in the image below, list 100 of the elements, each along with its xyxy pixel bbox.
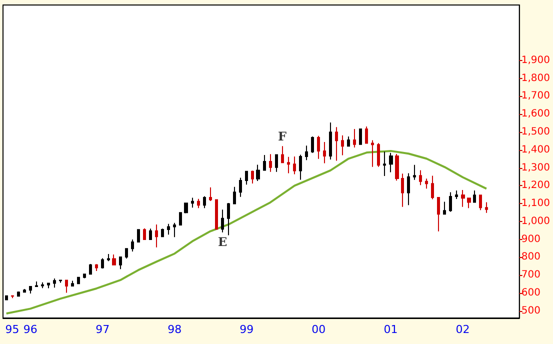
candlestick xyxy=(389,152,393,173)
y-tick-label: 1,300 xyxy=(521,162,550,174)
candlestick xyxy=(263,154,266,172)
y-tick-label: 1,500 xyxy=(521,126,550,138)
candlestick xyxy=(209,186,212,202)
candlestick xyxy=(173,222,176,238)
x-tick-label: 96 xyxy=(23,323,38,336)
candlestick xyxy=(221,209,224,233)
candlestick xyxy=(323,142,326,164)
candlestick xyxy=(203,196,206,209)
annotation: F xyxy=(278,130,288,144)
candlestick xyxy=(233,186,236,205)
candlestick xyxy=(431,175,434,200)
x-tick-label: 00 xyxy=(312,323,326,336)
y-tick-label: 700 xyxy=(521,270,540,281)
candlestick xyxy=(215,199,218,230)
candlestick xyxy=(256,164,260,182)
candlestick xyxy=(197,198,200,209)
candlestick xyxy=(413,164,416,180)
candlestick xyxy=(377,142,380,168)
candlestick xyxy=(245,170,248,186)
candlestick xyxy=(287,156,290,174)
candlestick xyxy=(419,170,422,186)
candlestick xyxy=(293,156,296,175)
candlestick xyxy=(83,273,86,279)
candlestick xyxy=(35,281,38,288)
candlestick xyxy=(95,264,98,272)
y-tick-label: 1,100 xyxy=(521,198,550,210)
candlestick xyxy=(77,276,80,285)
candlestick xyxy=(353,128,356,148)
y-tick-label: 900 xyxy=(521,234,540,245)
candlestick xyxy=(461,189,465,208)
candlestick xyxy=(341,134,344,156)
candlestick xyxy=(305,145,308,161)
x-tick-label: 98 xyxy=(168,323,182,336)
y-tick-label: 1,800 xyxy=(521,72,550,84)
candlestick xyxy=(425,178,428,190)
candlestick xyxy=(59,279,62,284)
candlestick xyxy=(119,256,122,270)
candlestick xyxy=(161,228,164,238)
candlestick xyxy=(383,151,386,176)
candlestick xyxy=(227,202,230,236)
y-tick-label: 1,700 xyxy=(521,90,550,102)
candlestick xyxy=(251,170,254,184)
candlestick xyxy=(401,173,404,208)
candlestick xyxy=(371,140,374,168)
candlestick xyxy=(299,154,302,180)
candlestick xyxy=(275,154,278,172)
y-tick-label: 1,600 xyxy=(521,108,550,120)
y-tick-label: 1,900 xyxy=(521,54,550,66)
candlestick xyxy=(112,254,116,266)
y-tick-label: 500 xyxy=(521,305,540,316)
x-tick-label: 99 xyxy=(240,323,254,336)
candlestick xyxy=(395,153,399,182)
candlestick xyxy=(131,238,134,252)
candlestick xyxy=(41,282,44,289)
candlestick xyxy=(335,126,338,162)
candlestick xyxy=(71,280,74,287)
candlestick xyxy=(359,128,362,145)
candlestick xyxy=(473,190,476,203)
candlestick xyxy=(29,286,32,294)
x-tick-label: 01 xyxy=(384,323,398,336)
x-tick-label: 95 xyxy=(5,323,20,336)
candlestick xyxy=(485,202,488,214)
y-tick-label: 600 xyxy=(521,287,540,298)
candlestick xyxy=(125,248,128,259)
candlestick xyxy=(149,228,152,241)
candlestick xyxy=(191,197,194,208)
annotation: E xyxy=(218,234,228,249)
candlestick xyxy=(101,258,104,269)
x-tick-label: 97 xyxy=(96,323,110,336)
candlestick xyxy=(53,278,56,288)
y-tick-label: 1,000 xyxy=(521,216,550,227)
candlestick xyxy=(449,192,452,212)
candlestick xyxy=(65,279,68,294)
candlestick xyxy=(347,136,350,147)
candlestick xyxy=(437,196,440,232)
candlestick xyxy=(317,135,320,160)
y-tick-label: 1,200 xyxy=(521,180,550,192)
candlestick xyxy=(17,291,20,297)
candlestick xyxy=(281,146,284,164)
candlestick xyxy=(184,202,188,214)
candlestick xyxy=(311,136,314,154)
candlestick xyxy=(239,177,242,198)
candlestick xyxy=(11,294,14,299)
candlestick xyxy=(269,154,272,172)
candlestick xyxy=(143,228,146,240)
candlestick xyxy=(23,288,26,293)
candlestick xyxy=(365,126,368,144)
candlestick xyxy=(443,201,446,215)
candlestick xyxy=(107,253,110,262)
candlestick xyxy=(179,212,182,226)
candlestick xyxy=(329,122,332,160)
candlestick xyxy=(467,197,471,209)
candlestick xyxy=(407,172,410,206)
x-tick-label: 02 xyxy=(456,323,470,336)
y-tick-label: 1,400 xyxy=(521,144,550,156)
candlestick xyxy=(137,228,140,243)
candlestick xyxy=(47,282,50,289)
candlestick xyxy=(479,194,482,211)
